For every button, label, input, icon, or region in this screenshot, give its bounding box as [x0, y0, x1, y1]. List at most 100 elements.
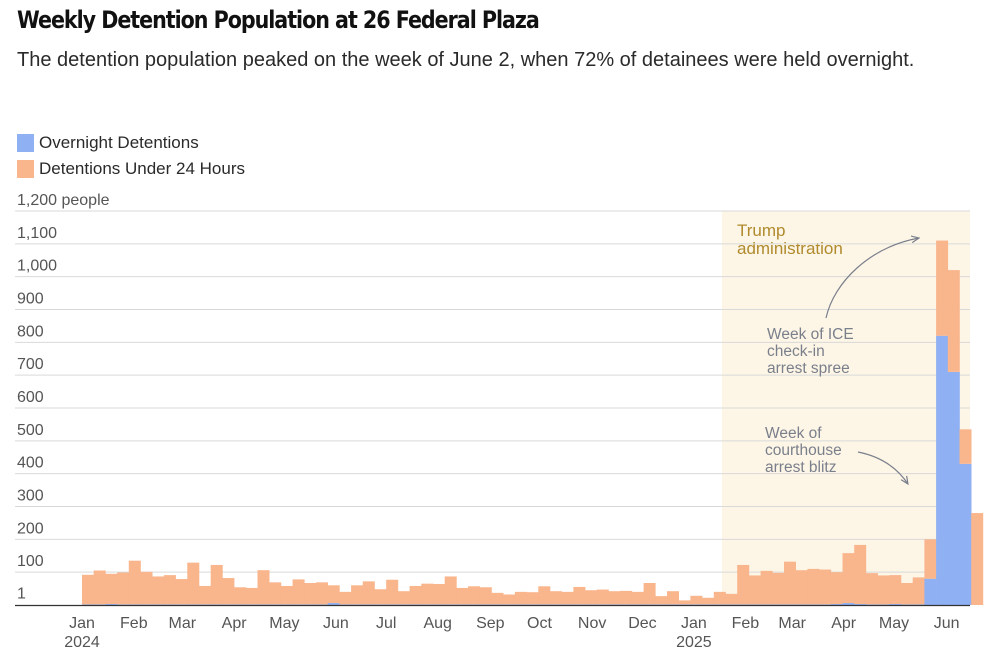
bar-under-24-hours [865, 573, 878, 605]
bar-overnight [187, 604, 200, 605]
bar-under-24-hours [117, 572, 130, 605]
bar-under-24-hours [596, 589, 609, 605]
bar-under-24-hours [386, 579, 399, 605]
bar-overnight [678, 604, 691, 605]
bar-overnight [655, 604, 668, 605]
bar-overnight [316, 604, 328, 605]
x-tick-label: Jan [69, 615, 95, 632]
bar-overnight [257, 604, 270, 605]
bar-overnight [327, 603, 340, 605]
bar-overnight [503, 604, 516, 605]
bar-overnight [561, 604, 574, 605]
bar-under-24-hours [175, 579, 188, 605]
bar-overnight [468, 604, 481, 605]
bar-overnight [245, 604, 258, 605]
y-tick-label: 200 [17, 520, 44, 537]
y-tick-label: 600 [17, 389, 44, 406]
bar-under-24-hours [725, 593, 738, 605]
annotation-ice-check-in: Week of ICE check-in arrest spree [767, 326, 854, 377]
bar-under-24-hours [655, 596, 668, 605]
x-tick-label: Jun [934, 615, 960, 632]
annotation-ice-line: check-in [767, 343, 825, 360]
bar-overnight [585, 604, 598, 605]
bar-under-24-hours [959, 429, 972, 464]
bar-overnight [397, 604, 410, 605]
bar-overnight [865, 604, 878, 605]
bar-under-24-hours [152, 576, 165, 605]
bar-overnight [830, 604, 843, 605]
bar-overnight [936, 335, 949, 605]
legend-swatch-under24 [17, 160, 34, 178]
legend-swatch-overnight [17, 134, 34, 152]
bar-overnight [199, 604, 211, 605]
bar-under-24-hours [362, 581, 375, 605]
annotation-courthouse: Week of courthouse arrest blitz [765, 425, 842, 476]
bar-under-24-hours [433, 583, 445, 605]
bar-under-24-hours [421, 583, 434, 605]
bar-overnight [433, 604, 445, 605]
bars [82, 240, 984, 605]
chart-subtitle: The detention population peaked on the w… [17, 49, 915, 71]
bar-overnight [105, 604, 118, 605]
x-tick-label: Mar [778, 615, 806, 632]
annotation-courthouse-arrow [857, 451, 908, 484]
bar-under-24-hours [491, 592, 504, 605]
bar-overnight [234, 604, 247, 605]
legend-label-under24: Detentions Under 24 Hours [39, 159, 246, 178]
bar-under-24-hours [667, 591, 679, 605]
bar-under-24-hours [737, 564, 750, 605]
legend: Overnight Detentions Detentions Under 24… [17, 130, 245, 182]
bar-overnight [608, 604, 621, 605]
annotation-courthouse-line: arrest blitz [765, 459, 837, 476]
bar-overnight [596, 604, 609, 605]
y-tick-label: 500 [17, 422, 44, 439]
x-tick-label: Jan [681, 615, 707, 632]
x-tick-label: Apr [831, 615, 857, 632]
bar-under-24-hours [257, 570, 270, 605]
bar-under-24-hours [702, 597, 715, 605]
bar-under-24-hours [620, 590, 633, 605]
bar-overnight [620, 604, 633, 605]
bar-overnight [842, 603, 855, 605]
bar-under-24-hours [947, 270, 960, 372]
bar-under-24-hours [889, 575, 902, 605]
bar-overnight [93, 604, 106, 605]
bar-overnight [819, 604, 832, 605]
bar-overnight [807, 604, 820, 605]
y-tick-label: 300 [17, 488, 44, 505]
bar-under-24-hours [538, 586, 551, 605]
x-tick-year-label: 2024 [64, 634, 100, 651]
annotations: Week of ICE check-in arrest spree Week of co… [765, 238, 919, 484]
bar-under-24-hours [854, 544, 867, 605]
bar-overnight [538, 604, 551, 605]
bar-overnight [362, 604, 375, 605]
bar-under-24-hours [327, 585, 340, 604]
bar-overnight [631, 604, 644, 605]
bar-under-24-hours [351, 585, 364, 605]
bar-under-24-hours [444, 576, 457, 605]
x-tick-label: Sep [476, 615, 505, 632]
bar-overnight [690, 604, 703, 605]
bar-overnight [304, 604, 317, 605]
annotation-ice-line: arrest spree [767, 360, 850, 377]
bar-overnight [421, 604, 434, 605]
bar-overnight [128, 604, 141, 605]
bar-overnight [210, 604, 223, 605]
bar-under-24-hours [245, 587, 258, 605]
bar-under-24-hours [830, 572, 843, 605]
bar-under-24-hours [374, 589, 387, 605]
bar-overnight [737, 604, 750, 605]
bar-under-24-hours [760, 570, 773, 605]
bar-overnight [222, 604, 235, 605]
x-tick-label: May [879, 615, 909, 632]
legend-item-under24: Detentions Under 24 Hours [17, 156, 245, 182]
bar-overnight [386, 604, 399, 605]
bar-overnight [725, 604, 738, 605]
bar-under-24-hours [784, 561, 796, 605]
bar-under-24-hours [678, 600, 691, 605]
bar-overnight [924, 578, 937, 605]
bar-overnight [901, 604, 913, 605]
bar-under-24-hours [631, 591, 644, 605]
bar-under-24-hours [292, 579, 305, 605]
y-tick-label: 1,100 [17, 225, 57, 242]
